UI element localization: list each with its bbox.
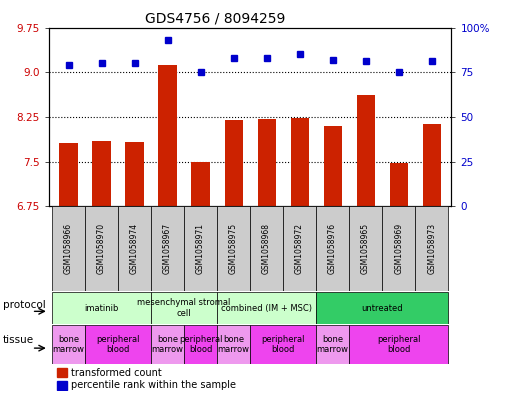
Text: GSM1058976: GSM1058976 [328, 223, 337, 274]
Bar [316, 325, 349, 364]
Text: GSM1058966: GSM1058966 [64, 223, 73, 274]
Text: peripheral
blood: peripheral blood [377, 334, 420, 354]
Bar [258, 119, 275, 206]
Text: GDS4756 / 8094259: GDS4756 / 8094259 [145, 12, 286, 26]
Bar [316, 292, 448, 324]
Bar [250, 206, 283, 291]
Bar [191, 162, 210, 206]
Text: GSM1058968: GSM1058968 [262, 223, 271, 274]
Text: combined (IM + MSC): combined (IM + MSC) [221, 304, 312, 312]
Bar [349, 206, 382, 291]
Bar [283, 206, 316, 291]
Bar [151, 206, 184, 291]
Bar [225, 121, 243, 206]
Text: transformed count: transformed count [71, 367, 162, 378]
Text: untreated: untreated [361, 304, 403, 312]
Text: GSM1058971: GSM1058971 [196, 223, 205, 274]
Text: GSM1058972: GSM1058972 [295, 223, 304, 274]
Bar [324, 126, 342, 206]
Bar [57, 381, 67, 390]
Text: protocol: protocol [3, 300, 45, 310]
Text: percentile rank within the sample: percentile rank within the sample [71, 380, 236, 390]
Bar [357, 95, 374, 206]
Text: bone
marrow: bone marrow [317, 334, 349, 354]
Bar [217, 292, 316, 324]
Bar [159, 65, 176, 206]
Bar [85, 206, 118, 291]
Text: GSM1058967: GSM1058967 [163, 223, 172, 274]
Bar [57, 368, 67, 377]
Bar [217, 325, 250, 364]
Bar [423, 124, 441, 206]
Text: GSM1058965: GSM1058965 [361, 223, 370, 274]
Bar [250, 325, 316, 364]
Bar [184, 325, 217, 364]
Bar [151, 292, 217, 324]
Bar [151, 325, 184, 364]
Bar [415, 206, 448, 291]
Text: GSM1058974: GSM1058974 [130, 223, 139, 274]
Text: peripheral
blood: peripheral blood [261, 334, 305, 354]
Text: bone
marrow: bone marrow [151, 334, 184, 354]
Bar [217, 206, 250, 291]
Bar [52, 206, 85, 291]
Bar [382, 206, 415, 291]
Bar [389, 163, 408, 206]
Text: peripheral
blood: peripheral blood [179, 334, 222, 354]
Text: peripheral
blood: peripheral blood [96, 334, 140, 354]
Bar [290, 118, 309, 206]
Bar [92, 141, 111, 206]
Text: mesenchymal stromal
cell: mesenchymal stromal cell [137, 298, 231, 318]
Bar [316, 206, 349, 291]
Text: imatinib: imatinib [84, 304, 119, 312]
Text: GSM1058970: GSM1058970 [97, 223, 106, 274]
Bar [126, 142, 144, 206]
Bar [118, 206, 151, 291]
Text: GSM1058969: GSM1058969 [394, 223, 403, 274]
Text: tissue: tissue [3, 335, 34, 345]
Text: GSM1058975: GSM1058975 [229, 223, 238, 274]
Bar [85, 325, 151, 364]
Bar [184, 206, 217, 291]
Bar [349, 325, 448, 364]
Text: bone
marrow: bone marrow [52, 334, 85, 354]
Text: bone
marrow: bone marrow [218, 334, 250, 354]
Bar [52, 325, 85, 364]
Bar [60, 143, 77, 206]
Bar [52, 292, 151, 324]
Text: GSM1058973: GSM1058973 [427, 223, 436, 274]
